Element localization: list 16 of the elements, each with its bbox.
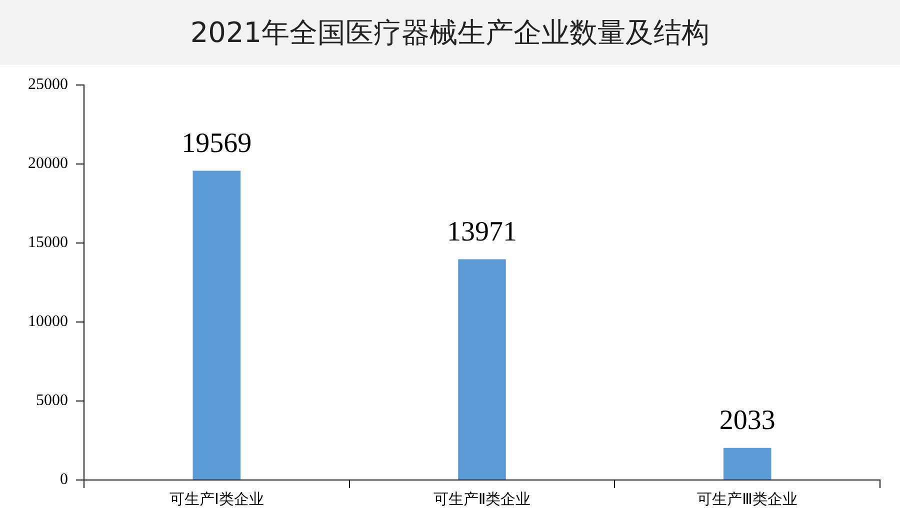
data-label: 13971 — [447, 216, 517, 248]
y-tick-label: 25000 — [28, 76, 68, 94]
chart-title: 2021年全国医疗器械生产企业数量及结构 — [0, 0, 900, 65]
x-tick-label: 可生产Ⅰ类企业 — [169, 490, 264, 508]
data-label: 2033 — [719, 405, 776, 436]
y-tick-label: 0 — [60, 471, 68, 488]
data-label: 19569 — [182, 128, 252, 160]
x-tick-label: 可生产Ⅱ类企业 — [433, 490, 531, 508]
y-tick-label: 15000 — [28, 234, 68, 252]
y-tick-label: 5000 — [36, 392, 68, 410]
bar — [192, 170, 241, 480]
y-tick-label: 20000 — [28, 155, 68, 172]
bar — [458, 259, 506, 480]
bar — [723, 448, 772, 480]
x-tick-label: 可生产Ⅲ类企业 — [697, 490, 798, 508]
y-tick-label: 10000 — [28, 313, 68, 330]
